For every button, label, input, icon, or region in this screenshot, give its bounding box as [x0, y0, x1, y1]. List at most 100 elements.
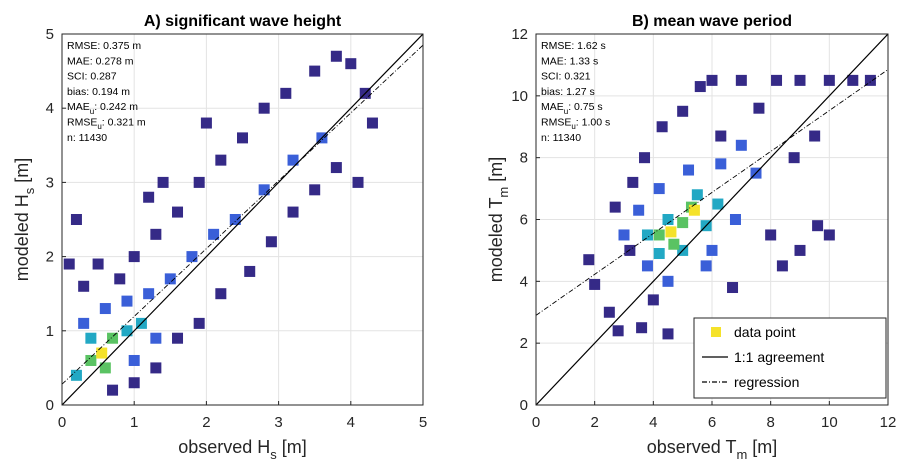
- data-point: [683, 164, 695, 176]
- data-point: [624, 244, 636, 256]
- stat-line: n: 11430: [67, 132, 107, 144]
- stat-line: RMSE: 1.62 s: [541, 40, 606, 52]
- data-point: [706, 74, 718, 86]
- data-point: [128, 377, 140, 389]
- y-axis-label: modeled Tm [m]: [486, 157, 511, 283]
- data-point: [656, 121, 668, 133]
- data-point: [164, 273, 176, 285]
- y-tick-label: 4: [46, 100, 54, 117]
- data-point: [330, 162, 342, 174]
- legend-label: regression: [734, 374, 799, 390]
- y-axis-label-part: modeled T: [486, 198, 506, 283]
- stat-line: MAEu: 0.75 s: [541, 101, 603, 116]
- stat-line-part: : 0.75 s: [568, 101, 602, 113]
- data-point: [641, 229, 653, 241]
- data-point: [662, 275, 674, 287]
- data-point: [729, 214, 741, 225]
- data-point: [70, 369, 82, 381]
- x-tick-label: 4: [347, 414, 355, 431]
- x-tick-label: 4: [649, 414, 657, 431]
- data-point: [287, 154, 299, 166]
- data-point: [636, 322, 648, 334]
- data-point: [107, 384, 119, 396]
- stat-line: bias: 1.27 s: [541, 86, 595, 98]
- data-point: [150, 332, 162, 344]
- data-point: [639, 152, 651, 164]
- stat-line: MAE: 0.278 m: [67, 55, 134, 67]
- stat-line: RMSEu: 0.321 m: [67, 117, 146, 132]
- data-point: [172, 332, 184, 344]
- stat-line-part: u: [90, 107, 94, 116]
- data-point: [215, 154, 227, 166]
- x-tick-label: 1: [130, 414, 138, 431]
- data-point: [157, 176, 169, 188]
- data-point: [665, 226, 677, 238]
- data-point: [345, 58, 357, 70]
- x-tick-label: 2: [202, 414, 210, 431]
- y-axis-label-part: m: [496, 187, 511, 198]
- points: [62, 34, 423, 405]
- stat-line-part: u: [571, 122, 575, 131]
- data-point: [864, 74, 876, 86]
- legend-box: [693, 317, 887, 399]
- data-point: [589, 278, 601, 290]
- data-point: [96, 347, 108, 359]
- data-point: [715, 158, 727, 170]
- data-point: [150, 362, 162, 374]
- stat-line-part: : 1.00 s: [576, 117, 610, 129]
- x-axis-label: observed Hs [m]: [178, 437, 307, 462]
- chart-title: B) mean wave period: [632, 13, 792, 30]
- data-point: [143, 288, 155, 300]
- x-tick-label: 10: [821, 414, 838, 431]
- data-point: [727, 282, 739, 294]
- stat-line: n: 11340: [541, 132, 581, 144]
- x-axis-label: observed Tm [m]: [647, 437, 778, 462]
- data-point: [107, 332, 119, 344]
- y-axis-label-part: [m]: [486, 157, 506, 187]
- y-tick-label: 10: [511, 88, 528, 105]
- stat-line: RMSEu: 1.00 s: [541, 117, 610, 132]
- points: [536, 34, 888, 405]
- x-axis-label-part: observed H: [178, 437, 270, 457]
- data-point: [330, 50, 342, 62]
- data-point: [765, 229, 777, 241]
- data-point: [237, 132, 248, 144]
- data-point: [823, 74, 835, 86]
- data-point: [215, 288, 227, 300]
- data-point: [193, 317, 205, 329]
- x-axis-label-part: m: [736, 447, 747, 462]
- data-point: [78, 280, 90, 292]
- x-tick-label: 2: [590, 414, 598, 431]
- data-point: [114, 273, 126, 285]
- legend-swatch: [711, 327, 721, 337]
- stat-line: SCI: 0.321: [541, 71, 591, 83]
- data-point: [85, 354, 97, 366]
- stat-line-part: : 0.242 m: [94, 101, 138, 113]
- regression-line: [536, 69, 888, 316]
- x-tick-label: 12: [880, 414, 897, 431]
- data-point: [352, 176, 364, 188]
- x-tick-label: 5: [419, 414, 427, 431]
- data-point: [70, 214, 82, 225]
- y-tick-label: 2: [46, 249, 54, 266]
- y-tick-label: 1: [46, 323, 54, 340]
- data-point: [208, 228, 220, 240]
- stat-line-part: RMSE: [67, 117, 97, 129]
- data-point: [662, 214, 674, 225]
- x-tick-label: 6: [708, 414, 716, 431]
- data-point: [172, 206, 184, 218]
- data-point: [694, 81, 706, 93]
- data-point: [653, 248, 665, 260]
- data-point: [677, 105, 689, 117]
- y-tick-label: 6: [520, 212, 528, 229]
- data-point: [753, 102, 765, 114]
- data-point: [735, 139, 747, 151]
- data-point: [653, 229, 665, 241]
- x-tick-label: 8: [766, 414, 774, 431]
- identity-line: [536, 34, 888, 405]
- legend-label: data point: [734, 324, 796, 340]
- data-point: [612, 325, 624, 337]
- stat-line: bias: 0.194 m: [67, 86, 130, 98]
- data-point: [280, 87, 292, 99]
- x-axis-label-part: [m]: [747, 437, 777, 457]
